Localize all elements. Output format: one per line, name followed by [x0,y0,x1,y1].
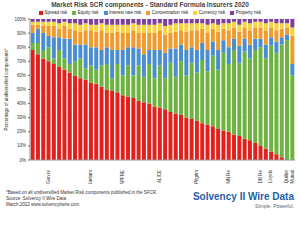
svg-text:100%: 100% [14,17,26,22]
svg-text:10%: 10% [17,143,26,148]
svg-text:20%: 20% [17,129,26,134]
html-text:Market Risk SCR components - S: Market Risk SCR components - Standard Fo… [51,1,249,8]
svg-text:Quilter: Quilter [284,170,289,184]
html-text:Equity risk: Equity risk [77,10,99,15]
svg-text:40%: 40% [17,101,26,106]
html-text:Source: Solvency II Wire Data: Source: Solvency II Wire Data [6,196,66,201]
svg-text:0%: 0% [19,158,26,163]
svg-text:Lloyds: Lloyds [268,169,273,183]
html-text:*Based on all undiversified Ma: *Based on all undiversified Market Risk … [6,190,158,195]
svg-text:Santam: Santam [88,170,93,184]
html-text:Interest rate risk: Interest rate risk [109,10,142,15]
html-text:Spread risk: Spread risk [44,10,68,15]
html-text:Simple. Powerful.: Simple. Powerful. [255,203,294,209]
svg-text:70%: 70% [17,59,26,64]
svg-text:50%: 50% [17,87,26,92]
html-text:Currency risk: Currency risk [198,10,226,15]
svg-text:DB Re: DB Re [258,170,263,184]
svg-text:Mutual: Mutual [290,170,292,184]
svg-text:MAPFRE: MAPFRE [120,170,125,184]
svg-text:Gen.re: Gen.re [46,170,51,184]
svg-text:NN Re: NN Re [226,170,231,184]
svg-text:30%: 30% [17,115,26,120]
svg-text:Pilgrim: Pilgrim [194,170,199,184]
svg-text:80%: 80% [17,45,26,50]
svg-text:90%: 90% [17,31,26,36]
html-text:Property risk: Property risk [235,10,261,15]
svg-text:Percentage of undiversified co: Percentage of undiversified components* [8,48,9,130]
html-text:Concentration risk: Concentration risk [151,10,189,15]
svg-text:60%: 60% [17,73,26,78]
html-text:Solvency II Wire Data: Solvency II Wire Data [192,191,294,202]
html-text:March 2022 www.solvencyiiwire.: March 2022 www.solvencyiiwire.com [6,202,80,207]
svg-text:ALICE: ALICE [157,170,162,183]
